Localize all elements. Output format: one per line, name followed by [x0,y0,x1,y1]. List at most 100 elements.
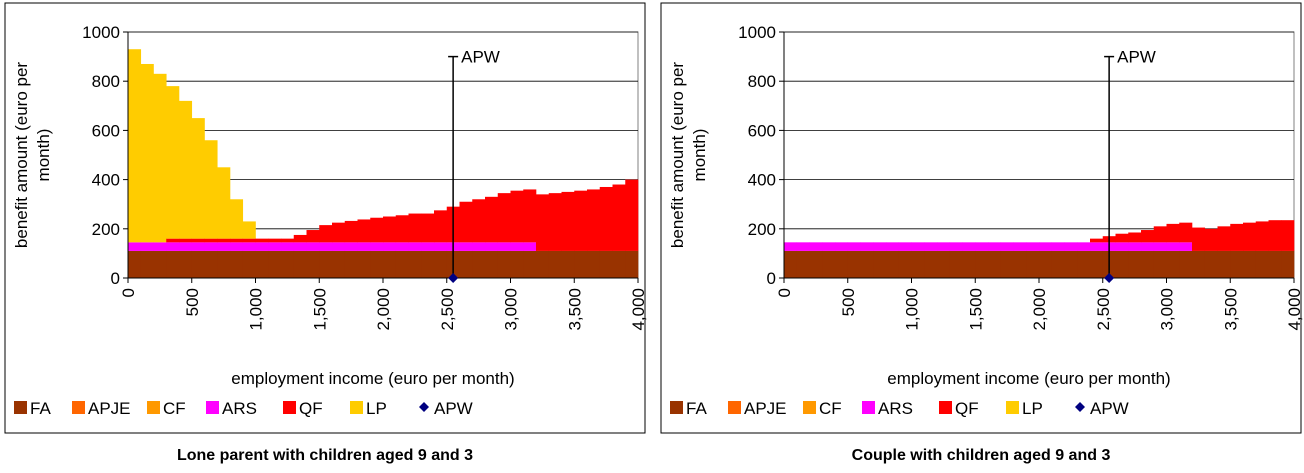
bar-segment [128,242,142,251]
bar-segment [1204,228,1218,251]
bar-segment [332,250,346,278]
bar-segment [1179,222,1193,243]
bar-segment [128,250,142,278]
bar-segment [1153,226,1167,243]
bar-segment [1090,242,1104,251]
bar-segment [281,250,295,278]
bar-segment [230,250,244,278]
bar-segment [191,118,205,239]
x-tick-label: 2,500 [1094,288,1113,331]
x-tick-label: 2,000 [1030,288,1049,331]
bar-segment [319,225,333,243]
x-tick-label: 0 [775,288,794,297]
legend-swatch [1006,401,1019,414]
bar-segment [383,250,397,278]
bar-segment [281,238,295,243]
bar-segment [886,250,900,278]
legend-label: APJE [744,399,787,418]
bar-segment [1153,242,1167,251]
bar-segment [873,250,887,278]
bar-segment [153,242,167,251]
legend-label: LP [1022,399,1043,418]
bar-segment [1166,223,1180,243]
bar-segment [242,221,256,239]
bar-segment [1255,221,1269,251]
bar-segment [809,250,823,278]
bar-segment [898,242,912,251]
legend-label: QF [299,399,323,418]
y-tick-label: 600 [92,121,120,140]
legend-swatch [72,401,85,414]
bar-segment [1192,227,1206,251]
bar-segment [1230,250,1244,278]
bar-segment [166,242,180,251]
bar-segment [370,217,384,243]
bar-segment [847,242,861,251]
bar-segment [179,242,193,251]
y-tick-label: 200 [748,220,776,239]
bar-segment [306,230,320,243]
x-tick-label: 3,500 [565,288,584,331]
bar-segment [217,242,231,251]
bar-segment [574,250,588,278]
bar-segment [1166,242,1180,251]
bar-segment [332,222,346,243]
bar-segment [574,190,588,251]
bar-segment [1166,250,1180,278]
bar-segment [268,238,282,243]
bar-segment [204,242,218,251]
bar-segment [485,196,499,243]
bar-segment [625,250,639,278]
bar-segment [1243,250,1257,278]
x-tick-label: 3,000 [1158,288,1177,331]
bar-segment [1217,226,1231,251]
bar-segment [1064,250,1078,278]
bar-segment [1128,242,1142,251]
y-axis-label: benefit amount (euro per [12,62,31,249]
bar-segment [796,250,810,278]
legend-marker [419,402,429,412]
x-tick-label: 500 [183,288,202,316]
bar-segment [1013,242,1027,251]
bar-segment [242,242,256,251]
bar-segment [344,250,358,278]
y-axis-label: benefit amount (euro per [668,62,687,249]
legend-marker [1075,402,1085,412]
y-tick-label: 200 [92,220,120,239]
bar-segment [962,250,976,278]
bar-segment [612,250,626,278]
y-tick-label: 0 [111,269,120,288]
y-tick-label: 800 [92,72,120,91]
bar-segment [179,100,193,239]
y-tick-label: 0 [767,269,776,288]
bar-segment [497,242,511,251]
bar-segment [459,250,473,278]
bar-segment [1026,242,1040,251]
bar-segment [191,238,205,243]
bar-segment [1000,250,1014,278]
bar-segment [523,242,537,251]
bar-segment [255,242,269,251]
bar-segment [395,250,409,278]
bar-segment [204,238,218,243]
bar-segment [1115,250,1129,278]
bar-segment [1268,220,1282,251]
bar-segment [140,242,154,251]
legend-label: FA [686,399,707,418]
chart-caption: Couple with children aged 9 and 3 [852,447,1111,464]
y-axis-label: month) [690,129,709,182]
bar-segment [166,238,180,243]
legend-swatch [803,401,816,414]
marker-point [1104,273,1115,283]
bar-segment [536,250,550,278]
bar-segment [784,242,798,251]
bar-segment [911,250,925,278]
bar-segment [217,167,231,239]
bar-segment [191,242,205,251]
bar-segment [497,193,511,243]
bar-segment [587,189,601,251]
bar-segment [370,242,384,251]
bar-segment [434,242,448,251]
bar-segment [357,242,371,251]
bar-segment [1064,242,1078,251]
